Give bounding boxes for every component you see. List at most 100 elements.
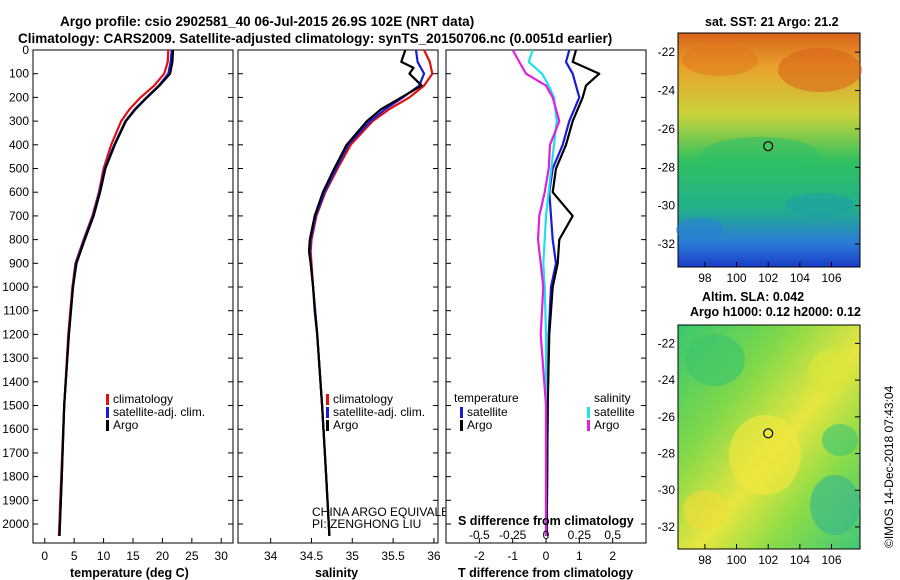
x-tick-label: 10 [97, 549, 111, 563]
argo-location-marker [763, 141, 774, 152]
lat-tick-label: -30 [658, 199, 676, 213]
temperature-xlabel: temperature (deg C) [70, 566, 189, 580]
x-tick-label: 34 [264, 549, 278, 563]
salinity-difference-tick-label: -0.25 [499, 528, 527, 542]
depth-axis: 0 100 200 300 400 500 600 700 800 900 1000 1100 1200… [2, 43, 233, 531]
depth-tick-label: 500 [9, 162, 29, 176]
legend-climatology-swatch [326, 394, 329, 405]
depth-tick-label: 0 [22, 43, 29, 57]
lat-tick-label: -32 [658, 237, 676, 251]
depth-tick-label: 1000 [2, 280, 29, 294]
legend-argo-swatch [326, 420, 329, 431]
temperature-legend: climatology satellite-adj. clim. Argo [106, 392, 205, 432]
legend-satellite-swatch [106, 407, 109, 418]
temperature-series [57, 49, 175, 536]
depth-tick-label: 600 [9, 185, 29, 199]
series-temperature-argo [545, 49, 601, 536]
depth-tick-label: 700 [9, 209, 29, 223]
lat-tick-label: -30 [658, 483, 676, 497]
lat-tick-label: -22 [658, 45, 676, 59]
legend-satellite-swatch [326, 407, 329, 418]
x-tick-label: 15 [126, 549, 140, 563]
temperature-x-axis: 0 5 10 15 20 25 30 [41, 538, 228, 563]
depth-tick-label: 100 [9, 67, 29, 81]
legend-climatology: climatology [113, 392, 173, 406]
x-tick-label: 36 [427, 549, 441, 563]
difference-x-axis: -2 -1 0 1 2 [474, 538, 616, 563]
x-tick-label: 35 [346, 549, 360, 563]
legend-argo-swatch [106, 420, 109, 431]
lon-tick-label: 104 [790, 553, 810, 567]
x-tick-label: 0 [543, 549, 550, 563]
series-argo [58, 49, 175, 536]
argo-location-marker [763, 428, 774, 439]
x-tick-label: 0 [41, 549, 48, 563]
salinity-axes [237, 49, 439, 544]
lon-tick-label: 106 [821, 553, 841, 567]
legend-s-satellite: satellite [594, 405, 635, 419]
legend-t-satellite-swatch [460, 407, 463, 418]
sst-texture [676, 44, 862, 242]
x-tick-label: 20 [156, 549, 170, 563]
legend-temperature-head: temperature [454, 391, 519, 405]
sst-map-panel: sat. SST: 21 Argo: 21.2 98 100 102 104 106 -2… [658, 15, 862, 319]
sst-map-axes: 98 100 102 104 106 -22 -24 -26 -28 -30 -32 [658, 45, 860, 285]
lon-tick-label: 106 [821, 271, 841, 285]
depth-tick-label: 1800 [2, 470, 29, 484]
x-tick-label: 25 [185, 549, 199, 563]
x-tick-label: -1 [507, 549, 518, 563]
lat-tick-label: -26 [658, 122, 676, 136]
title-line-2: Climatology: CARS2009. Satellite-adjuste… [18, 31, 612, 46]
series-salinity-argo [511, 49, 561, 536]
salinity-difference-tick-label: 0.25 [568, 528, 592, 542]
lon-tick-label: 104 [790, 271, 810, 285]
series-salinity-satellite [527, 49, 558, 536]
legend-climatology: climatology [333, 392, 393, 406]
lat-tick-label: -22 [658, 336, 676, 350]
salinity-difference-tick-label: -0.5 [469, 528, 490, 542]
difference-depth-ticks [446, 49, 646, 525]
depth-tick-label: 1300 [2, 351, 29, 365]
legend-t-argo: Argo [467, 418, 493, 432]
depth-tick-label: 1400 [2, 375, 29, 389]
lon-tick-label: 100 [727, 271, 747, 285]
salinity-x-axis: 34 34.5 35 35.5 36 [264, 538, 441, 563]
credit-line-2: PI: ZENGHONG LIU [312, 517, 421, 531]
lon-tick-label: 100 [727, 553, 747, 567]
legend-t-satellite: satellite [467, 405, 508, 419]
legend-s-argo: Argo [594, 418, 620, 432]
sla-map-axes: 98 100 102 104 106 -22 -24 -26 -28 -30 -32 [658, 336, 860, 567]
argo-h-title: Argo h1000: 0.12 h2000: 0.12 [690, 305, 861, 319]
x-tick-label: 5 [71, 549, 78, 563]
depth-tick-label: 1900 [2, 493, 29, 507]
x-tick-label: 1 [576, 549, 583, 563]
x-tick-label: 30 [215, 549, 229, 563]
x-tick-label: 34.5 [300, 549, 324, 563]
depth-tick-label: 900 [9, 256, 29, 270]
x-tick-label: 35.5 [381, 549, 405, 563]
legend-argo: Argo [113, 418, 139, 432]
depth-tick-label: 1700 [2, 446, 29, 460]
difference-series [511, 49, 601, 536]
altim-sla-title: Altim. SLA: 0.042 [702, 290, 804, 304]
legend-salinity-head: salinity [594, 391, 631, 405]
salinity-difference-tick-label: 0.5 [604, 528, 621, 542]
lat-tick-label: -26 [658, 410, 676, 424]
lon-tick-label: 102 [758, 553, 778, 567]
lat-tick-label: -24 [658, 373, 676, 387]
difference-top-xlabel: S difference from climatology [458, 514, 634, 528]
difference-panel: -2 -1 0 1 2 S difference from climatology -0… [445, 49, 647, 580]
legend-s-argo-swatch [587, 420, 590, 431]
salinity-xlabel: salinity [315, 566, 358, 580]
sla-texture [683, 334, 860, 535]
lat-tick-label: -28 [658, 447, 676, 461]
depth-tick-label: 2000 [2, 517, 29, 531]
depth-tick-label: 200 [9, 90, 29, 104]
depth-tick-label: 1500 [2, 399, 29, 413]
legend-satellite: satellite-adj. clim. [113, 405, 205, 419]
lon-tick-label: 98 [698, 271, 712, 285]
depth-tick-label: 1200 [2, 327, 29, 341]
credit-line-1: CHINA ARGO EQUIVALENT [312, 505, 466, 519]
x-tick-label: 2 [609, 549, 616, 563]
